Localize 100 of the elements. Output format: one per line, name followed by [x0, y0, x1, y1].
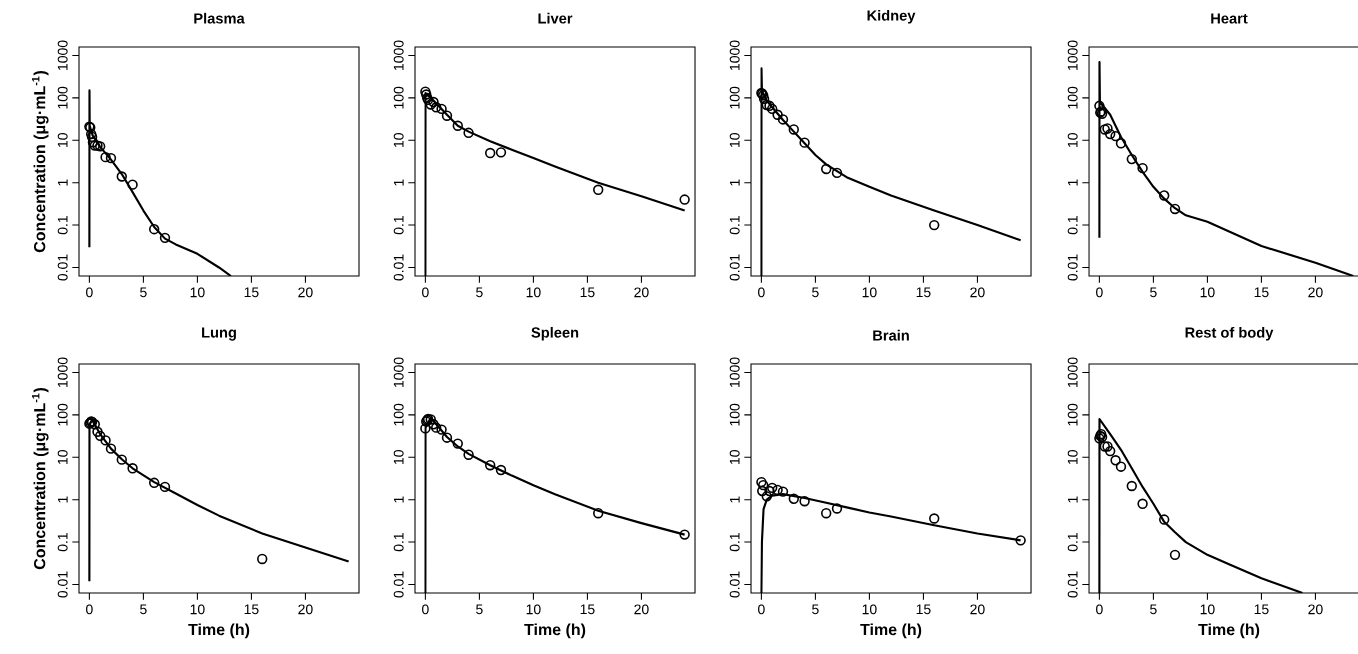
x-tick-label: 20	[970, 287, 985, 298]
y-tick-label: 1	[394, 179, 404, 186]
point	[788, 124, 799, 135]
y-axis-title: Concentration (μg·mL$^{-1}$)	[32, 388, 49, 570]
x-tick-label: 0	[86, 287, 93, 298]
chart-title: Lung	[202, 327, 236, 341]
y-tick-label: 1000	[393, 40, 404, 70]
x-tick-label: 0	[1096, 604, 1103, 615]
x-tick-label: 10	[1200, 604, 1215, 615]
point	[1115, 138, 1127, 149]
y-tick-label: 10	[729, 133, 740, 147]
y-tick-label: 10	[57, 450, 68, 464]
y-tick-label: 1000	[1067, 357, 1078, 387]
x-tick-label: 0	[422, 287, 429, 298]
y-tick-label: 1000	[729, 357, 740, 387]
x-tick-label: 10	[862, 604, 877, 615]
point	[484, 460, 496, 471]
y-tick-label: 0.1	[393, 533, 404, 552]
chart-title: Brain	[873, 329, 909, 341]
x-axis-title: Time (h)	[1198, 623, 1260, 639]
y-tick-label: 1	[58, 179, 68, 186]
point	[593, 184, 604, 195]
point	[593, 508, 604, 519]
point	[420, 423, 431, 434]
point	[463, 127, 474, 139]
point	[799, 496, 810, 507]
point	[1015, 535, 1026, 546]
x-tick-label: 0	[1096, 287, 1103, 298]
point	[831, 167, 843, 179]
x-tick-label: 5	[476, 287, 483, 298]
point	[1110, 455, 1121, 466]
x-tick-label: 10	[190, 287, 205, 298]
point	[1110, 130, 1121, 142]
y-tick-label: 1	[394, 496, 404, 503]
point	[831, 503, 843, 514]
y-tick-label: 0.01	[729, 254, 740, 281]
point	[116, 454, 127, 465]
y-tick-label: 1	[1068, 496, 1078, 503]
x-tick-label: 15	[916, 287, 931, 298]
point	[1137, 162, 1148, 174]
x-tick-label: 5	[476, 604, 483, 615]
y-tick-label: 1000	[393, 357, 404, 387]
point	[92, 426, 103, 437]
point	[929, 513, 940, 524]
point	[1104, 445, 1116, 457]
y-tick-label: 1	[730, 179, 740, 186]
y-tick-label: 0.1	[1067, 216, 1078, 235]
x-tick-label: 20	[1308, 287, 1323, 298]
chart-title: Spleen	[531, 326, 579, 341]
y-tick-label: 100	[57, 403, 68, 426]
x-tick-label: 20	[634, 287, 649, 298]
point	[159, 481, 171, 493]
chart-title: Kidney	[867, 9, 916, 24]
point	[777, 114, 789, 125]
x-tick-label: 15	[916, 604, 931, 615]
y-axis-title: Concentration (μg·mL$^{-1}$)	[32, 71, 49, 253]
point	[757, 485, 768, 497]
point	[94, 430, 106, 442]
y-tick-label: 0.01	[729, 571, 740, 598]
point	[159, 232, 171, 244]
x-tick-label: 5	[140, 604, 147, 615]
y-tick-label: 100	[1067, 403, 1078, 426]
y-tick-label: 10	[393, 133, 404, 147]
x-tick-label: 5	[140, 287, 147, 298]
y-tick-label: 1	[58, 496, 68, 503]
x-axis-title: Time (h)	[188, 623, 250, 639]
x-tick-label: 0	[758, 287, 765, 298]
y-tick-label: 1	[1068, 179, 1078, 186]
point	[441, 432, 453, 443]
y-tick-label: 1000	[57, 357, 68, 387]
point	[105, 152, 117, 164]
x-tick-label: 20	[970, 604, 985, 615]
point	[1115, 461, 1127, 472]
x-tick-label: 10	[190, 604, 205, 615]
point	[1137, 498, 1148, 509]
x-tick-label: 0	[422, 604, 429, 615]
x-tick-label: 15	[1254, 604, 1269, 615]
point	[1169, 203, 1181, 215]
point	[441, 110, 453, 121]
x-tick-label: 10	[526, 287, 541, 298]
point	[257, 553, 268, 565]
x-tick-label: 15	[244, 287, 259, 298]
chart-title: Liver	[538, 12, 573, 24]
point	[1169, 549, 1181, 561]
x-tick-label: 10	[1200, 287, 1215, 298]
point	[761, 491, 772, 502]
x-tick-label: 20	[298, 604, 313, 615]
y-tick-label: 0.01	[1067, 571, 1078, 598]
point	[484, 147, 496, 159]
point	[1159, 514, 1170, 525]
y-tick-label: 10	[1067, 133, 1078, 147]
y-tick-label: 1	[730, 496, 740, 503]
y-tick-label: 0.01	[393, 254, 404, 281]
chart-title: Plasma	[194, 12, 245, 24]
x-tick-label: 5	[1150, 287, 1157, 298]
y-tick-label: 0.1	[1067, 533, 1078, 552]
y-tick-label: 0.01	[393, 571, 404, 598]
point	[679, 529, 690, 540]
y-tick-label: 0.1	[729, 216, 740, 235]
y-tick-label: 0.01	[57, 571, 68, 598]
